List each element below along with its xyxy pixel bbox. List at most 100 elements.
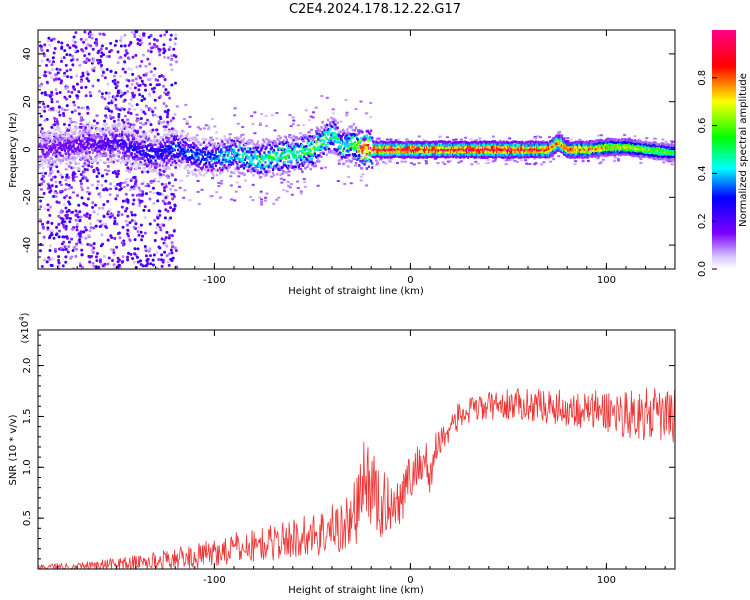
spectrogram-speckle [51,56,55,60]
spectrogram-speckle [67,245,71,249]
spectrogram-cell [241,159,244,163]
spectrogram-haze [156,180,160,183]
spectrogram-speckle [99,262,103,266]
spectrogram-cell [294,154,297,158]
spectrogram-speckle [77,90,81,94]
spectrogram-cell [476,149,479,152]
spectrogram-speckle [99,244,103,248]
spectrogram-speckle [106,199,110,203]
spectrogram-cell [89,156,92,159]
spectrogram-haze [331,108,335,111]
spectrogram-haze [513,159,517,162]
spectrogram-cell [223,163,226,167]
spectrogram-cell [319,129,322,132]
spectrogram-speckle [148,62,152,66]
spectrogram-haze [309,115,313,118]
spectrogram-speckle [149,50,153,54]
spectrogram-cell [322,142,325,145]
spectrogram-cell [78,151,82,154]
spectrogram-cell [103,137,106,141]
spectrogram-speckle [133,247,137,251]
spectrogram-speckle [126,111,130,115]
spectrogram-speckle [92,119,96,123]
spectrogram-haze [421,139,425,142]
spectrogram-cell [127,134,130,138]
spectrogram-haze [219,182,223,185]
spectrogram-speckle [66,216,70,220]
spectrogram-haze [197,202,201,205]
spectrogram-cell [370,159,373,163]
spectrogram-cell [335,149,338,153]
spectrogram-speckle [95,251,99,255]
spectrogram-speckle [171,244,175,248]
spectrogram-cell [71,132,74,136]
spectrogram-haze [474,139,478,142]
spectrogram-speckle [156,199,160,203]
spectrogram-cell [122,155,125,159]
spectrogram-cell [273,148,276,152]
spectrogram-cell [235,161,238,164]
spectrogram-cell [366,129,369,133]
spectrogram-speckle [142,32,146,36]
spectrogram-haze [387,159,391,162]
spectrogram-cell [364,160,367,163]
spectrogram-speckle [74,120,78,124]
spectrogram-cell [340,155,344,159]
spectrogram-haze [285,190,289,193]
spectrogram-speckle [62,56,66,60]
spectrogram-speckle [167,236,171,240]
spectrogram-speckle [79,80,83,84]
spectrogram-cell [467,156,470,159]
spectrogram-speckle [104,179,108,183]
spectrogram-speckle [74,213,78,217]
spectrogram-haze [376,161,380,164]
spectrogram-cell [59,162,62,165]
spectrogram-speckle [144,254,148,258]
spectrogram-cell [205,157,208,161]
spectrogram-speckle [142,130,146,134]
spectrogram-speckle [85,59,89,63]
spectrogram-cell [362,143,365,147]
spectrogram-cell [46,151,49,154]
spectrogram-cell [387,152,390,155]
spectrogram-haze [178,186,182,189]
spectrogram-cell [94,141,97,145]
spectrogram-cell [114,135,117,138]
spectrogram-speckle [133,182,137,186]
spectrogram-haze [167,176,171,179]
spectrogram-cell [250,161,253,164]
spectrogram-cell [281,172,284,175]
spectrogram-cell [95,155,98,159]
spectrogram-cell [47,152,50,156]
spectrogram-haze [542,161,546,164]
spectrogram-haze [653,137,657,140]
spectrogram-speckle [105,54,109,58]
spectrogram-cell [278,168,281,172]
spectrogram-cell [74,161,77,165]
spectrogram-speckle [141,234,145,238]
spectrogram-speckle [62,122,66,126]
spectrogram-haze [306,160,310,163]
spectrogram-cell [237,167,240,170]
spectrogram-cell [276,163,279,166]
spectrogram-speckle [74,254,78,258]
spectrogram-cell [275,166,278,170]
spectrogram-haze [324,166,328,169]
spectrogram-speckle [116,50,120,54]
spectrogram-speckle [151,110,155,114]
spectrogram-speckle [120,205,124,209]
spectrogram-speckle [84,85,88,89]
spectrogram-cell [195,149,198,152]
spectrogram-speckle [114,71,118,75]
spectrogram-haze [452,138,456,141]
spectrogram-speckle [126,255,130,259]
spectrogram-cell [236,151,239,155]
spectrogram-cell [92,131,96,135]
spectrogram-haze [165,174,169,177]
spectrogram-haze [457,161,461,164]
spectrogram-cell [313,146,317,149]
spectrogram-speckle [135,65,139,69]
spectrogram-speckle [153,98,157,102]
spectrogram-cell [247,142,250,145]
spectrogram-speckle [167,263,171,267]
